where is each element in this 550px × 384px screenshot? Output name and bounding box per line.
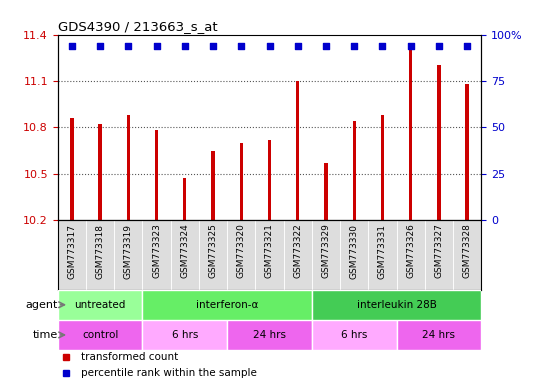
Text: GSM773327: GSM773327 bbox=[434, 223, 443, 278]
Bar bbox=[324, 163, 328, 220]
Bar bbox=[409, 50, 412, 220]
Text: GSM773319: GSM773319 bbox=[124, 223, 133, 279]
Bar bbox=[227, 320, 312, 350]
Text: GSM773317: GSM773317 bbox=[67, 223, 76, 279]
Point bbox=[152, 43, 161, 49]
Text: GSM773329: GSM773329 bbox=[321, 223, 331, 278]
Text: 6 hrs: 6 hrs bbox=[341, 330, 367, 340]
Point bbox=[378, 43, 387, 49]
Text: untreated: untreated bbox=[74, 300, 126, 310]
Point bbox=[434, 43, 443, 49]
Bar bbox=[312, 290, 481, 320]
Bar bbox=[312, 320, 397, 350]
Bar bbox=[58, 320, 142, 350]
Text: 24 hrs: 24 hrs bbox=[253, 330, 286, 340]
Bar bbox=[465, 84, 469, 220]
Bar bbox=[211, 151, 215, 220]
Bar bbox=[183, 178, 186, 220]
Bar bbox=[142, 290, 312, 320]
Text: GDS4390 / 213663_s_at: GDS4390 / 213663_s_at bbox=[58, 20, 217, 33]
Text: GSM773328: GSM773328 bbox=[463, 223, 472, 278]
Bar bbox=[155, 131, 158, 220]
Text: GSM773325: GSM773325 bbox=[208, 223, 218, 278]
Bar bbox=[397, 320, 481, 350]
Text: agent: agent bbox=[25, 300, 58, 310]
Bar bbox=[98, 124, 102, 220]
Point bbox=[237, 43, 246, 49]
Point bbox=[124, 43, 133, 49]
Point bbox=[180, 43, 189, 49]
Text: GSM773326: GSM773326 bbox=[406, 223, 415, 278]
Text: GSM773322: GSM773322 bbox=[293, 223, 303, 278]
Text: 24 hrs: 24 hrs bbox=[422, 330, 455, 340]
Point bbox=[68, 43, 76, 49]
Text: transformed count: transformed count bbox=[81, 352, 178, 362]
Point bbox=[96, 43, 104, 49]
Bar bbox=[58, 290, 142, 320]
Text: interferon-α: interferon-α bbox=[196, 300, 258, 310]
Bar bbox=[437, 66, 441, 220]
Text: 6 hrs: 6 hrs bbox=[172, 330, 198, 340]
Point bbox=[463, 43, 471, 49]
Text: GSM773324: GSM773324 bbox=[180, 223, 189, 278]
Bar bbox=[353, 121, 356, 220]
Point bbox=[406, 43, 415, 49]
Point bbox=[265, 43, 274, 49]
Text: GSM773318: GSM773318 bbox=[96, 223, 104, 279]
Text: GSM773320: GSM773320 bbox=[236, 223, 246, 278]
Bar bbox=[142, 320, 227, 350]
Point bbox=[322, 43, 331, 49]
Text: control: control bbox=[82, 330, 118, 340]
Text: GSM773331: GSM773331 bbox=[378, 223, 387, 279]
Text: GSM773321: GSM773321 bbox=[265, 223, 274, 278]
Text: interleukin 28B: interleukin 28B bbox=[356, 300, 437, 310]
Text: time: time bbox=[32, 330, 58, 340]
Bar bbox=[268, 140, 271, 220]
Text: GSM773323: GSM773323 bbox=[152, 223, 161, 278]
Text: percentile rank within the sample: percentile rank within the sample bbox=[81, 368, 257, 378]
Point bbox=[350, 43, 359, 49]
Bar bbox=[126, 115, 130, 220]
Bar bbox=[296, 81, 299, 220]
Bar bbox=[381, 115, 384, 220]
Bar bbox=[240, 143, 243, 220]
Text: GSM773330: GSM773330 bbox=[350, 223, 359, 279]
Point bbox=[293, 43, 302, 49]
Point bbox=[208, 43, 217, 49]
Bar bbox=[70, 118, 74, 220]
